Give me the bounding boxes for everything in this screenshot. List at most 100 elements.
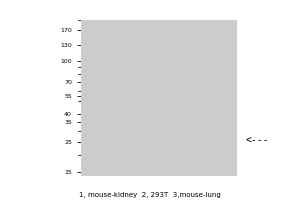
Bar [167, 154, 175, 157]
Bar [143, 109, 156, 112]
Bar [168, 102, 174, 106]
Bar [146, 136, 153, 139]
Bar [124, 170, 132, 174]
Bar [148, 131, 152, 134]
Bar [123, 116, 132, 119]
Bar [161, 143, 180, 146]
Bar [164, 107, 177, 111]
Bar [126, 114, 129, 117]
Bar [144, 141, 155, 145]
Bar [121, 138, 135, 142]
Bar [165, 100, 176, 103]
Bar [118, 160, 137, 163]
Bar [168, 118, 174, 121]
Bar [125, 131, 130, 134]
Text: 1: 1 [125, 22, 130, 31]
Bar [122, 154, 134, 157]
Bar [164, 109, 178, 112]
Bar [167, 122, 174, 125]
Bar [125, 122, 130, 125]
Bar [169, 141, 172, 145]
Bar [145, 120, 154, 123]
Bar [144, 100, 155, 103]
Bar [169, 170, 172, 174]
Bar [124, 161, 131, 165]
Bar [124, 101, 131, 105]
Bar [167, 101, 174, 105]
Bar [166, 158, 175, 161]
Bar [145, 110, 154, 114]
Bar [146, 128, 153, 132]
Bar [163, 166, 178, 169]
Bar [125, 112, 130, 116]
Bar [146, 133, 154, 137]
Bar [147, 114, 153, 117]
Bar [142, 116, 157, 119]
Bar [165, 126, 176, 129]
Bar [161, 154, 180, 157]
Bar [146, 161, 153, 165]
Bar [123, 106, 133, 109]
Bar [164, 138, 178, 142]
Bar [161, 134, 180, 137]
Bar [121, 141, 135, 145]
Text: 2: 2 [147, 22, 152, 31]
Bar [142, 124, 158, 127]
Bar [165, 131, 177, 134]
Bar [167, 116, 175, 119]
Bar [118, 134, 137, 137]
Bar [123, 107, 133, 111]
Bar [140, 143, 159, 146]
Bar [125, 128, 131, 132]
Bar [127, 144, 129, 148]
Bar [148, 150, 152, 154]
Bar [168, 144, 173, 148]
Bar [124, 166, 131, 169]
Bar [164, 110, 178, 114]
Bar [163, 120, 178, 123]
Bar [122, 118, 134, 121]
Bar [145, 138, 154, 142]
Bar [145, 107, 154, 111]
Bar [125, 102, 130, 106]
Bar [168, 124, 174, 127]
Bar [126, 120, 129, 123]
Bar [164, 128, 177, 132]
Bar [144, 126, 155, 129]
Text: 3: 3 [168, 22, 173, 31]
Bar [164, 104, 177, 108]
Bar [140, 147, 159, 152]
Text: <---: <--- [246, 136, 269, 146]
Bar [167, 112, 175, 116]
Text: 1, mouse-kidney  2, 293T  3,mouse-lung: 1, mouse-kidney 2, 293T 3,mouse-lung [79, 192, 221, 198]
Bar [148, 158, 151, 161]
Bar [147, 104, 153, 108]
Bar [122, 150, 134, 154]
Bar [118, 143, 137, 146]
Bar [140, 160, 159, 163]
Bar [161, 160, 180, 163]
Bar [126, 133, 129, 137]
Bar [159, 146, 182, 153]
Bar [165, 161, 176, 165]
Bar [164, 147, 177, 151]
Bar [115, 146, 140, 153]
Bar [123, 109, 132, 112]
Bar [164, 136, 177, 139]
Bar [123, 126, 132, 129]
Bar [118, 154, 137, 157]
Bar [127, 147, 129, 151]
Bar [148, 118, 151, 121]
Bar [140, 154, 159, 157]
Bar [144, 102, 155, 106]
Bar [164, 106, 178, 109]
Bar [118, 138, 137, 141]
Bar [123, 158, 132, 161]
Bar [146, 112, 153, 116]
Bar [140, 134, 159, 137]
Bar [121, 104, 135, 108]
Bar [146, 154, 154, 157]
Bar [140, 138, 159, 141]
Bar [121, 136, 135, 139]
Bar [166, 114, 175, 117]
